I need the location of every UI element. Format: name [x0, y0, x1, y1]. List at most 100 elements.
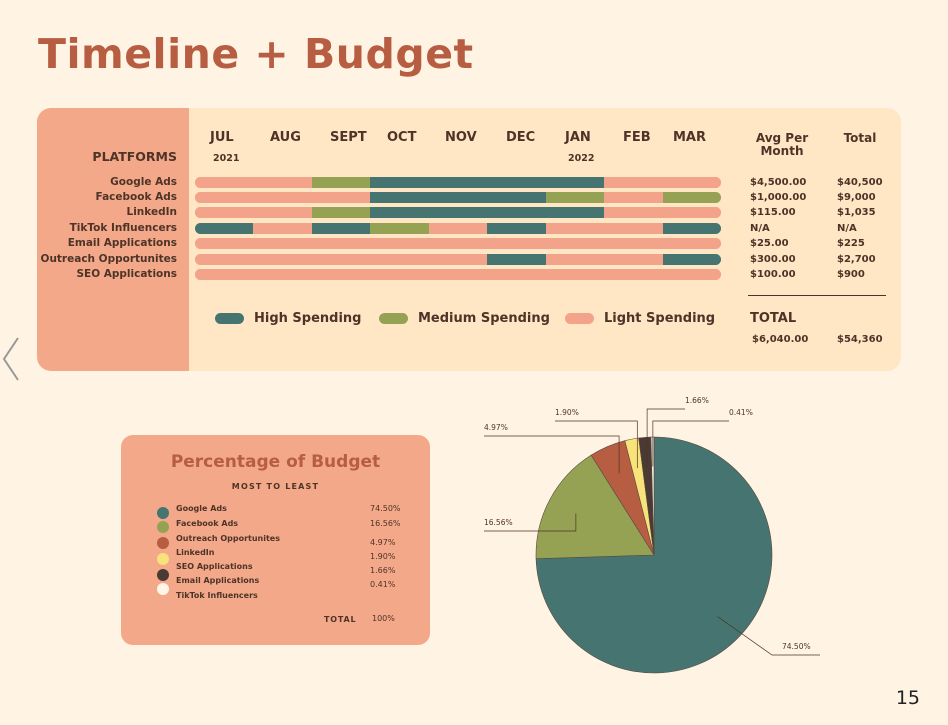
schedule-segment-medium	[662, 192, 721, 203]
percentage-total-value: 100%	[372, 614, 395, 623]
legend-label: Medium Spending	[418, 311, 550, 326]
page-number: 15	[895, 687, 920, 709]
schedule-bar	[195, 238, 721, 249]
platforms-column: PLATFORMS Google Ads Facebook Ads LinkedIn…	[37, 108, 189, 371]
schedule-segment-light	[545, 223, 664, 234]
percentage-item-value: 16.56%	[370, 519, 401, 528]
platform-label: Facebook Ads	[95, 191, 177, 203]
chevron-left-icon[interactable]	[0, 334, 22, 384]
summary-divider	[748, 295, 886, 296]
schedule-bar	[195, 192, 721, 203]
legend-label: High Spending	[254, 311, 362, 326]
pie-data-label: 16.56%	[484, 518, 513, 527]
pie-leader-line	[652, 420, 729, 467]
schedule-segment-light	[604, 192, 664, 203]
percentage-item-name: SEO Applications	[176, 562, 253, 571]
legend-dot	[157, 583, 169, 595]
schedule-segment-light	[195, 254, 488, 265]
percentage-item-name: Email Applications	[176, 576, 260, 585]
month-label: AUG	[270, 130, 301, 145]
pie-leader-line	[484, 513, 577, 532]
schedule-segment-high	[195, 223, 254, 234]
schedule-bar	[195, 269, 721, 280]
pie-data-label: 1.66%	[685, 396, 709, 405]
schedule-bar	[195, 207, 721, 218]
pie-leader-line	[484, 435, 620, 474]
schedule-segment-light	[545, 254, 664, 265]
platform-label: Email Applications	[67, 237, 177, 249]
avg-per-month-header: Avg Per Month	[755, 131, 809, 158]
avg-per-month-value: $4,500.00	[750, 177, 807, 188]
legend-dot	[157, 569, 169, 581]
schedule-segment-light	[253, 223, 313, 234]
platform-label: LinkedIn	[126, 206, 178, 218]
pie-slice	[535, 454, 655, 560]
schedule-segment-medium	[545, 192, 605, 203]
schedule-segment-light	[195, 177, 313, 188]
legend-item-medium: Medium Spending	[379, 311, 550, 326]
platform-label: TikTok Influencers	[69, 222, 177, 234]
month-label: MAR	[673, 130, 707, 145]
legend-dot	[157, 537, 169, 549]
avg-per-month-value: $100.00	[750, 269, 796, 280]
avg-per-month-value: $1,000.00	[750, 192, 807, 203]
page-title: Timeline + Budget	[38, 30, 474, 78]
avg-per-month-value: $115.00	[750, 207, 796, 218]
pie-leader-line	[646, 408, 685, 467]
avg-per-month-value: N/A	[750, 223, 770, 234]
pie-data-label: 4.97%	[484, 423, 508, 432]
legend-item-light: Light Spending	[565, 311, 715, 326]
percentage-item-name: Google Ads	[176, 504, 227, 513]
total-value: $900	[837, 269, 865, 280]
schedule-segment-high	[370, 192, 547, 203]
legend-swatch	[565, 313, 594, 324]
schedule-segment-medium	[311, 207, 371, 218]
schedule-segment-light	[195, 192, 371, 203]
schedule-segment-light	[428, 223, 488, 234]
platform-label: Outreach Opportunites	[40, 253, 177, 265]
legend-label: Light Spending	[604, 311, 716, 326]
percentage-item-name: Facebook Ads	[176, 519, 239, 528]
legend-swatch	[379, 313, 408, 324]
month-label: FEB	[623, 130, 651, 145]
schedule-bar	[195, 177, 721, 188]
schedule-segment-high	[662, 254, 721, 265]
legend-dot	[157, 507, 169, 519]
schedule-segment-light	[195, 238, 721, 249]
year-label: 2022	[568, 153, 595, 164]
percentage-item-name: TikTok Influencers	[176, 591, 258, 600]
schedule-segment-high	[487, 254, 547, 265]
schedule-segment-light	[604, 207, 721, 218]
percentage-subtitle: MOST TO LEAST	[231, 482, 320, 491]
pie-chart-container: 74.50% 16.56% 4.97% 1.90% 1.66% 0.41%	[470, 392, 830, 692]
avg-per-month-value: $300.00	[750, 254, 796, 265]
schedule-segment-medium	[311, 177, 371, 188]
month-label: JAN	[565, 130, 591, 145]
pie-chart: 74.50% 16.56% 4.97% 1.90% 1.66% 0.41%	[484, 396, 820, 674]
schedule-bar	[195, 223, 721, 234]
month-label: SEPT	[330, 130, 367, 145]
month-label: DEC	[506, 130, 536, 145]
grand-total-total: $54,360	[837, 334, 883, 345]
schedule-segment-high	[662, 223, 721, 234]
percentage-item-value: 74.50%	[370, 504, 401, 513]
year-label: 2021	[213, 153, 240, 164]
percentage-card: Percentage of Budget MOST TO LEAST Googl…	[121, 435, 430, 645]
total-value: $1,035	[837, 207, 876, 218]
percentage-item-value: 1.66%	[370, 566, 396, 575]
platform-label: SEO Applications	[76, 268, 177, 280]
pie-data-label: 1.90%	[555, 408, 579, 417]
percentage-item-value: 4.97%	[370, 538, 396, 547]
pie-leader-line	[717, 616, 820, 656]
percentage-item-name: LinkedIn	[176, 548, 215, 557]
percentage-title: Percentage of Budget	[170, 452, 381, 472]
platforms-header: PLATFORMS	[92, 149, 177, 164]
percentage-total-label: TOTAL	[324, 615, 357, 624]
timeline-card: PLATFORMS Google Ads Facebook Ads LinkedIn…	[37, 108, 901, 371]
schedule-segment-light	[195, 207, 313, 218]
schedule-segment-high	[311, 223, 371, 234]
percentage-item-value: 1.90%	[370, 552, 396, 561]
total-header: Total	[843, 131, 877, 145]
legend-dot	[157, 521, 169, 533]
pie-data-label: 0.41%	[729, 408, 753, 417]
